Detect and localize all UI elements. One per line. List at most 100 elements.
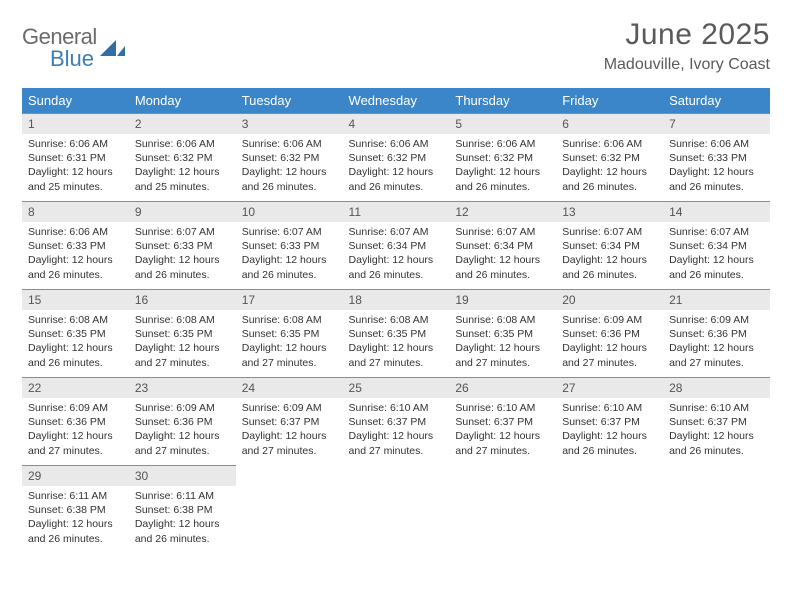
day-number: 28	[663, 378, 770, 398]
sunset-text: Sunset: 6:34 PM	[455, 239, 550, 253]
calendar-day-cell: 8Sunrise: 6:06 AMSunset: 6:33 PMDaylight…	[22, 202, 129, 290]
daylight-text: Daylight: 12 hours and 25 minutes.	[135, 165, 230, 193]
calendar-day-cell: 1Sunrise: 6:06 AMSunset: 6:31 PMDaylight…	[22, 114, 129, 202]
day-number: 11	[343, 202, 450, 222]
day-number: 18	[343, 290, 450, 310]
daylight-text: Daylight: 12 hours and 26 minutes.	[242, 253, 337, 281]
daylight-text: Daylight: 12 hours and 27 minutes.	[242, 429, 337, 457]
daylight-text: Daylight: 12 hours and 26 minutes.	[242, 165, 337, 193]
daylight-text: Daylight: 12 hours and 26 minutes.	[28, 253, 123, 281]
sunrise-text: Sunrise: 6:06 AM	[669, 137, 764, 151]
sunrise-text: Sunrise: 6:06 AM	[562, 137, 657, 151]
day-details: Sunrise: 6:06 AMSunset: 6:32 PMDaylight:…	[343, 134, 450, 197]
calendar-day-cell: 11Sunrise: 6:07 AMSunset: 6:34 PMDayligh…	[343, 202, 450, 290]
sunrise-text: Sunrise: 6:10 AM	[349, 401, 444, 415]
calendar-day-cell: 23Sunrise: 6:09 AMSunset: 6:36 PMDayligh…	[129, 378, 236, 466]
sunset-text: Sunset: 6:34 PM	[562, 239, 657, 253]
day-number: 20	[556, 290, 663, 310]
daylight-text: Daylight: 12 hours and 26 minutes.	[562, 165, 657, 193]
day-number: 9	[129, 202, 236, 222]
sunrise-text: Sunrise: 6:07 AM	[562, 225, 657, 239]
sunrise-text: Sunrise: 6:09 AM	[242, 401, 337, 415]
day-details: Sunrise: 6:08 AMSunset: 6:35 PMDaylight:…	[449, 310, 556, 373]
calendar-day-cell: 3Sunrise: 6:06 AMSunset: 6:32 PMDaylight…	[236, 114, 343, 202]
calendar-day-cell: 25Sunrise: 6:10 AMSunset: 6:37 PMDayligh…	[343, 378, 450, 466]
calendar-day-cell: 2Sunrise: 6:06 AMSunset: 6:32 PMDaylight…	[129, 114, 236, 202]
calendar-day-cell: 14Sunrise: 6:07 AMSunset: 6:34 PMDayligh…	[663, 202, 770, 290]
calendar-day-cell: 30Sunrise: 6:11 AMSunset: 6:38 PMDayligh…	[129, 466, 236, 554]
sunrise-text: Sunrise: 6:07 AM	[135, 225, 230, 239]
calendar-day-cell	[236, 466, 343, 554]
daylight-text: Daylight: 12 hours and 26 minutes.	[562, 253, 657, 281]
daylight-text: Daylight: 12 hours and 27 minutes.	[349, 341, 444, 369]
day-details: Sunrise: 6:10 AMSunset: 6:37 PMDaylight:…	[449, 398, 556, 461]
daylight-text: Daylight: 12 hours and 27 minutes.	[349, 429, 444, 457]
logo-text: General Blue	[22, 24, 97, 72]
day-number: 4	[343, 114, 450, 134]
day-number: 27	[556, 378, 663, 398]
weekday-header: Saturday	[663, 88, 770, 114]
day-details: Sunrise: 6:09 AMSunset: 6:37 PMDaylight:…	[236, 398, 343, 461]
sunset-text: Sunset: 6:35 PM	[455, 327, 550, 341]
sunrise-text: Sunrise: 6:06 AM	[28, 137, 123, 151]
calendar-day-cell: 18Sunrise: 6:08 AMSunset: 6:35 PMDayligh…	[343, 290, 450, 378]
day-details: Sunrise: 6:07 AMSunset: 6:34 PMDaylight:…	[556, 222, 663, 285]
calendar-week-row: 1Sunrise: 6:06 AMSunset: 6:31 PMDaylight…	[22, 114, 770, 202]
calendar-day-cell	[449, 466, 556, 554]
calendar-week-row: 8Sunrise: 6:06 AMSunset: 6:33 PMDaylight…	[22, 202, 770, 290]
calendar-day-cell: 6 Sunrise: 6:06 AMSunset: 6:32 PMDaylight…	[556, 114, 663, 202]
day-number: 26	[449, 378, 556, 398]
day-number: 6	[556, 114, 663, 134]
sunrise-text: Sunrise: 6:11 AM	[135, 489, 230, 503]
sunset-text: Sunset: 6:33 PM	[28, 239, 123, 253]
daylight-text: Daylight: 12 hours and 26 minutes.	[669, 253, 764, 281]
sunset-text: Sunset: 6:38 PM	[135, 503, 230, 517]
day-number: 3	[236, 114, 343, 134]
day-number: 5	[449, 114, 556, 134]
sunset-text: Sunset: 6:32 PM	[562, 151, 657, 165]
brand-logo: General Blue	[22, 18, 126, 72]
calendar-day-cell: 21Sunrise: 6:09 AMSunset: 6:36 PMDayligh…	[663, 290, 770, 378]
day-details: Sunrise: 6:07 AMSunset: 6:34 PMDaylight:…	[663, 222, 770, 285]
daylight-text: Daylight: 12 hours and 27 minutes.	[455, 429, 550, 457]
calendar-day-cell: 5Sunrise: 6:06 AMSunset: 6:32 PMDaylight…	[449, 114, 556, 202]
day-details: Sunrise: 6:06 AMSunset: 6:33 PMDaylight:…	[663, 134, 770, 197]
sunset-text: Sunset: 6:34 PM	[349, 239, 444, 253]
logo-word-blue: Blue	[50, 46, 97, 72]
calendar-week-row: 29Sunrise: 6:11 AMSunset: 6:38 PMDayligh…	[22, 466, 770, 554]
calendar-day-cell	[556, 466, 663, 554]
sunset-text: Sunset: 6:36 PM	[669, 327, 764, 341]
sunrise-text: Sunrise: 6:09 AM	[669, 313, 764, 327]
sunrise-text: Sunrise: 6:07 AM	[349, 225, 444, 239]
calendar-body: 1Sunrise: 6:06 AMSunset: 6:31 PMDaylight…	[22, 114, 770, 554]
day-details: Sunrise: 6:06 AMSunset: 6:32 PMDaylight:…	[129, 134, 236, 197]
day-details: Sunrise: 6:09 AMSunset: 6:36 PMDaylight:…	[129, 398, 236, 461]
day-details: Sunrise: 6:10 AMSunset: 6:37 PMDaylight:…	[343, 398, 450, 461]
location-label: Madouville, Ivory Coast	[604, 56, 770, 74]
calendar-day-cell: 9Sunrise: 6:07 AMSunset: 6:33 PMDaylight…	[129, 202, 236, 290]
weekday-header: Wednesday	[343, 88, 450, 114]
day-details: Sunrise: 6:09 AMSunset: 6:36 PMDaylight:…	[22, 398, 129, 461]
sunset-text: Sunset: 6:35 PM	[242, 327, 337, 341]
day-details: Sunrise: 6:10 AMSunset: 6:37 PMDaylight:…	[663, 398, 770, 461]
sunrise-text: Sunrise: 6:11 AM	[28, 489, 123, 503]
sunset-text: Sunset: 6:37 PM	[349, 415, 444, 429]
day-number: 1	[22, 114, 129, 134]
weekday-header: Thursday	[449, 88, 556, 114]
day-details: Sunrise: 6:08 AMSunset: 6:35 PMDaylight:…	[129, 310, 236, 373]
day-details: Sunrise: 6:10 AMSunset: 6:37 PMDaylight:…	[556, 398, 663, 461]
sunrise-text: Sunrise: 6:10 AM	[455, 401, 550, 415]
day-details: Sunrise: 6:09 AMSunset: 6:36 PMDaylight:…	[663, 310, 770, 373]
sunset-text: Sunset: 6:36 PM	[135, 415, 230, 429]
sunrise-text: Sunrise: 6:06 AM	[135, 137, 230, 151]
sunrise-text: Sunrise: 6:08 AM	[455, 313, 550, 327]
sunrise-text: Sunrise: 6:09 AM	[28, 401, 123, 415]
weekday-header: Monday	[129, 88, 236, 114]
sunset-text: Sunset: 6:34 PM	[669, 239, 764, 253]
daylight-text: Daylight: 12 hours and 26 minutes.	[669, 429, 764, 457]
daylight-text: Daylight: 12 hours and 26 minutes.	[135, 517, 230, 545]
day-details: Sunrise: 6:06 AMSunset: 6:33 PMDaylight:…	[22, 222, 129, 285]
calendar-day-cell: 16Sunrise: 6:08 AMSunset: 6:35 PMDayligh…	[129, 290, 236, 378]
day-details: Sunrise: 6:06 AMSunset: 6:32 PMDaylight:…	[236, 134, 343, 197]
sunset-text: Sunset: 6:36 PM	[562, 327, 657, 341]
